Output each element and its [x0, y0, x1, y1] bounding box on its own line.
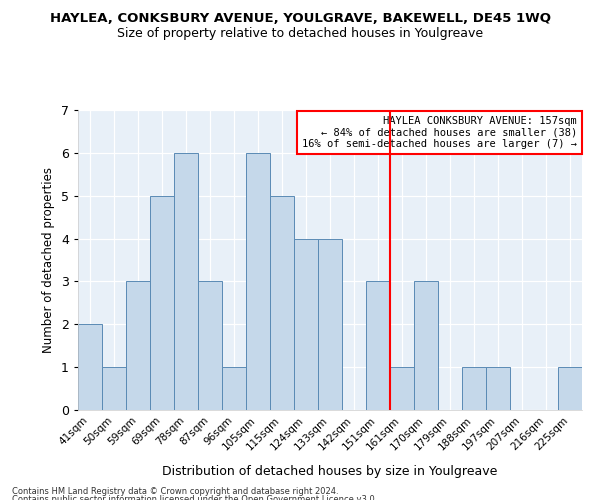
Bar: [78, 324, 102, 410]
Bar: [102, 367, 126, 410]
Bar: [462, 367, 486, 410]
Text: HAYLEA, CONKSBURY AVENUE, YOULGRAVE, BAKEWELL, DE45 1WQ: HAYLEA, CONKSBURY AVENUE, YOULGRAVE, BAK…: [49, 12, 551, 26]
Text: Contains HM Land Registry data © Crown copyright and database right 2024.: Contains HM Land Registry data © Crown c…: [12, 488, 338, 496]
Bar: [270, 196, 294, 410]
Text: Size of property relative to detached houses in Youlgreave: Size of property relative to detached ho…: [117, 28, 483, 40]
Bar: [246, 153, 270, 410]
Bar: [366, 282, 390, 410]
Y-axis label: Number of detached properties: Number of detached properties: [43, 167, 55, 353]
Bar: [222, 367, 246, 410]
Bar: [414, 282, 438, 410]
Bar: [174, 153, 198, 410]
Bar: [198, 282, 222, 410]
Text: Distribution of detached houses by size in Youlgreave: Distribution of detached houses by size …: [163, 464, 497, 477]
Bar: [150, 196, 174, 410]
Bar: [486, 367, 510, 410]
Bar: [318, 238, 342, 410]
Bar: [558, 367, 582, 410]
Text: HAYLEA CONKSBURY AVENUE: 157sqm
← 84% of detached houses are smaller (38)
16% of: HAYLEA CONKSBURY AVENUE: 157sqm ← 84% of…: [302, 116, 577, 149]
Bar: [294, 238, 318, 410]
Bar: [390, 367, 414, 410]
Bar: [126, 282, 150, 410]
Text: Contains public sector information licensed under the Open Government Licence v3: Contains public sector information licen…: [12, 495, 377, 500]
